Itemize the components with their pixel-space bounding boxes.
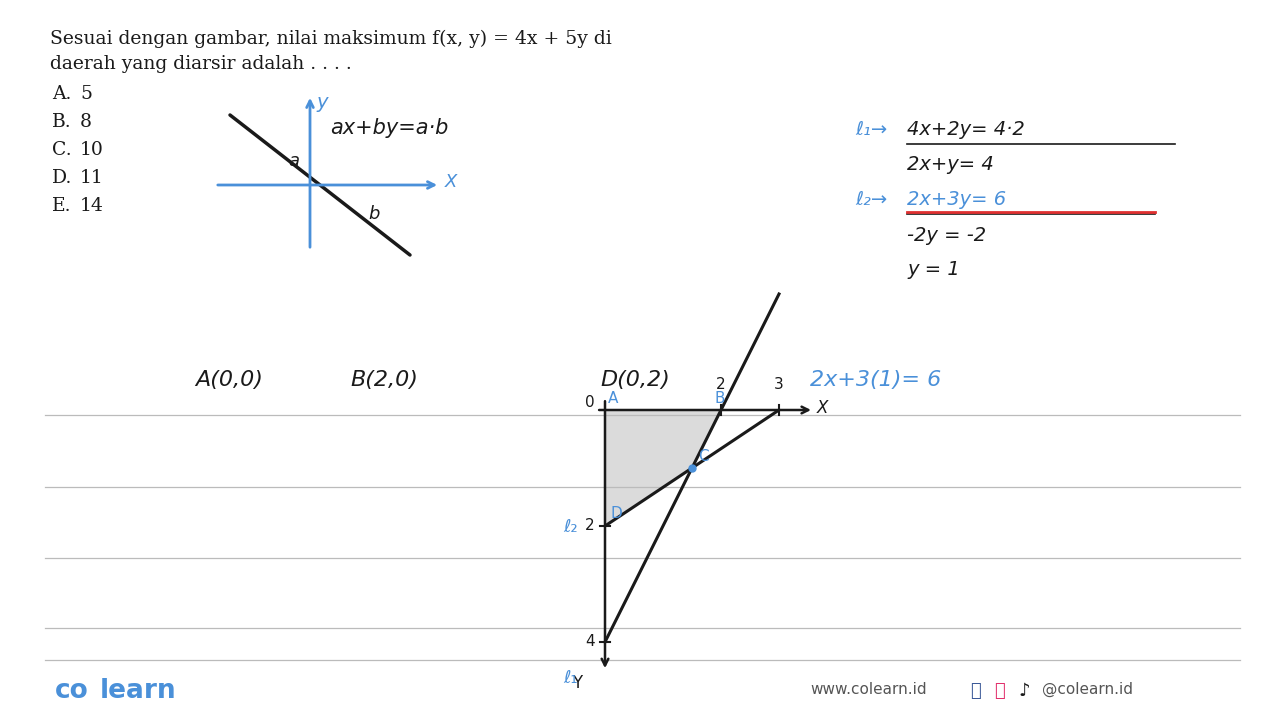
Text: ℓ₁: ℓ₁ xyxy=(563,669,577,687)
Text: D: D xyxy=(611,506,622,521)
Text: B.: B. xyxy=(52,113,72,131)
Text: y: y xyxy=(316,93,328,112)
Text: a: a xyxy=(288,152,300,170)
Text: ♪: ♪ xyxy=(1018,682,1029,700)
Text: A(0,0): A(0,0) xyxy=(195,370,262,390)
Text: @colearn.id: @colearn.id xyxy=(1042,682,1133,697)
Text: 0: 0 xyxy=(585,395,595,410)
Text: 3: 3 xyxy=(774,377,783,392)
Text: E.: E. xyxy=(52,197,72,215)
Text: ⓕ: ⓕ xyxy=(970,682,980,700)
Text: 8: 8 xyxy=(79,113,92,131)
Text: 10: 10 xyxy=(79,141,104,159)
Text: C.: C. xyxy=(52,141,72,159)
Text: co: co xyxy=(55,678,88,704)
Text: 2x+3(1)= 6: 2x+3(1)= 6 xyxy=(810,370,941,390)
Text: X: X xyxy=(445,173,457,191)
Text: A: A xyxy=(608,391,618,406)
Text: Y: Y xyxy=(572,674,582,692)
Text: 2: 2 xyxy=(585,518,595,534)
Text: 4x+2y= 4·2: 4x+2y= 4·2 xyxy=(908,120,1025,139)
Text: www.colearn.id: www.colearn.id xyxy=(810,682,927,697)
Text: ⓘ: ⓘ xyxy=(995,682,1005,700)
Text: learn: learn xyxy=(100,678,177,704)
Text: ℓ₂: ℓ₂ xyxy=(563,518,577,536)
Text: A.: A. xyxy=(52,85,72,103)
Text: 4: 4 xyxy=(585,634,595,649)
Text: C: C xyxy=(698,449,709,464)
Text: 5: 5 xyxy=(79,85,92,103)
Text: D.: D. xyxy=(52,169,73,187)
Text: D(0,2): D(0,2) xyxy=(600,370,669,390)
Text: -2y = -2: -2y = -2 xyxy=(908,226,986,245)
Polygon shape xyxy=(605,410,721,526)
Text: y = 1: y = 1 xyxy=(908,260,960,279)
Text: ℓ₂→: ℓ₂→ xyxy=(855,190,887,209)
Text: 14: 14 xyxy=(79,197,104,215)
Text: X: X xyxy=(817,399,828,417)
Text: 2x+3y= 6: 2x+3y= 6 xyxy=(908,190,1006,209)
Text: Sesuai dengan gambar, nilai maksimum f(x, y) = 4x + 5y di: Sesuai dengan gambar, nilai maksimum f(x… xyxy=(50,30,612,48)
Text: ℓ₁→: ℓ₁→ xyxy=(855,120,887,139)
Text: ax+by=a·b: ax+by=a·b xyxy=(330,118,448,138)
Text: daerah yang diarsir adalah . . . .: daerah yang diarsir adalah . . . . xyxy=(50,55,352,73)
Text: 2x+y= 4: 2x+y= 4 xyxy=(908,155,993,174)
Text: B(2,0): B(2,0) xyxy=(349,370,417,390)
Text: b: b xyxy=(369,205,379,223)
Text: B: B xyxy=(716,391,726,406)
Text: 2: 2 xyxy=(717,377,726,392)
Text: 11: 11 xyxy=(79,169,104,187)
